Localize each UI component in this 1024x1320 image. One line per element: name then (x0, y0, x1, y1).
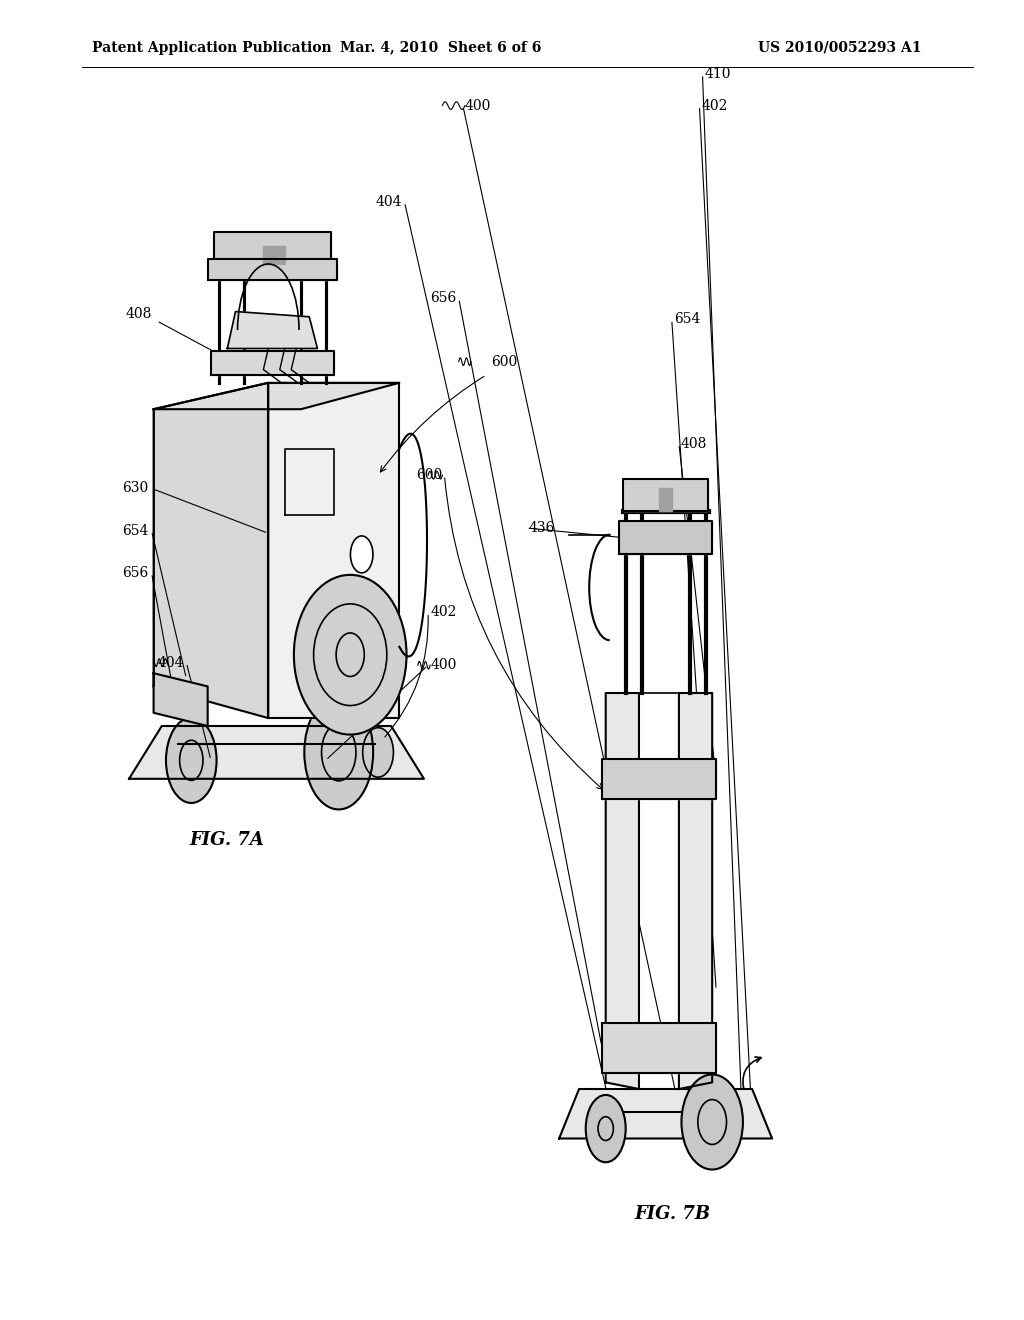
Text: 410: 410 (705, 67, 731, 81)
Ellipse shape (294, 576, 407, 734)
Ellipse shape (682, 1074, 743, 1170)
Text: Mar. 4, 2010  Sheet 6 of 6: Mar. 4, 2010 Sheet 6 of 6 (340, 41, 541, 54)
Text: 436: 436 (528, 521, 555, 535)
Polygon shape (208, 259, 337, 280)
Text: 656: 656 (430, 292, 457, 305)
Polygon shape (154, 673, 208, 726)
Ellipse shape (304, 696, 373, 809)
Text: 408: 408 (125, 308, 152, 321)
Text: 600: 600 (416, 469, 442, 482)
Ellipse shape (350, 536, 373, 573)
Text: Patent Application Publication: Patent Application Publication (92, 41, 332, 54)
Text: 600: 600 (492, 355, 518, 368)
Polygon shape (227, 312, 317, 348)
Polygon shape (602, 1023, 716, 1072)
Text: 408: 408 (681, 437, 708, 450)
Ellipse shape (166, 718, 217, 803)
Text: US 2010/0052293 A1: US 2010/0052293 A1 (758, 41, 922, 54)
Polygon shape (214, 232, 331, 264)
Polygon shape (268, 383, 399, 718)
Text: FIG. 7A: FIG. 7A (189, 830, 265, 849)
Text: 400: 400 (465, 99, 492, 112)
Polygon shape (606, 693, 639, 1089)
Text: 404: 404 (376, 195, 402, 209)
Polygon shape (129, 726, 424, 779)
Text: 654: 654 (122, 524, 148, 537)
Polygon shape (623, 479, 709, 511)
Polygon shape (154, 383, 399, 409)
Polygon shape (618, 521, 713, 554)
Polygon shape (263, 246, 285, 264)
Text: 402: 402 (430, 606, 457, 619)
Polygon shape (559, 1089, 772, 1138)
Ellipse shape (362, 727, 393, 777)
Text: 630: 630 (122, 482, 148, 495)
Polygon shape (679, 693, 713, 1089)
Ellipse shape (586, 1096, 626, 1163)
Text: 400: 400 (430, 659, 457, 672)
Polygon shape (659, 488, 672, 511)
Polygon shape (154, 383, 268, 718)
Text: 402: 402 (701, 99, 728, 112)
Text: 404: 404 (158, 656, 184, 669)
Polygon shape (602, 759, 716, 799)
Text: FIG. 7B: FIG. 7B (634, 1205, 711, 1224)
Polygon shape (211, 351, 334, 375)
Text: 656: 656 (122, 566, 148, 579)
Text: 654: 654 (674, 313, 700, 326)
